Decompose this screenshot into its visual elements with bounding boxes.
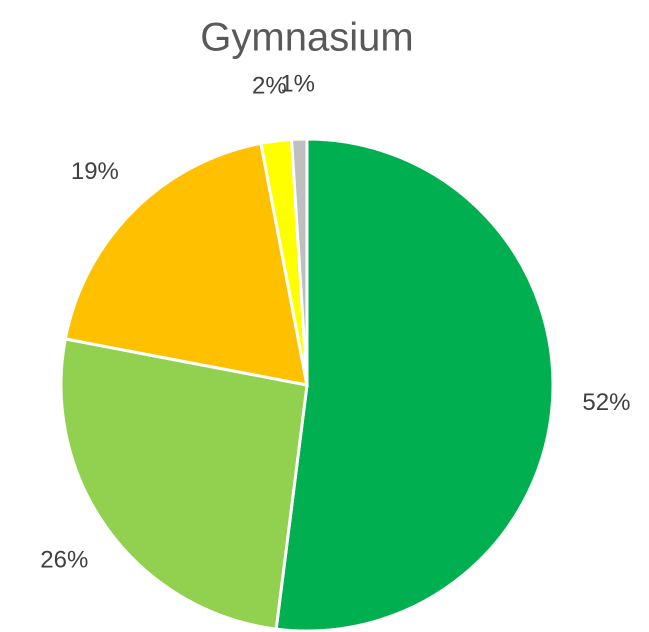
data-label: 19% [71,158,119,185]
pie-slice [63,141,309,387]
pie-slice [289,137,309,386]
data-label: 1% [280,70,315,97]
data-label: 52% [582,389,630,416]
pie-slice [59,337,309,631]
pie-slice [274,137,555,632]
chart-title: Gymnasium [200,16,413,60]
data-label: 26% [40,547,88,574]
data-label: 2% [252,73,287,100]
